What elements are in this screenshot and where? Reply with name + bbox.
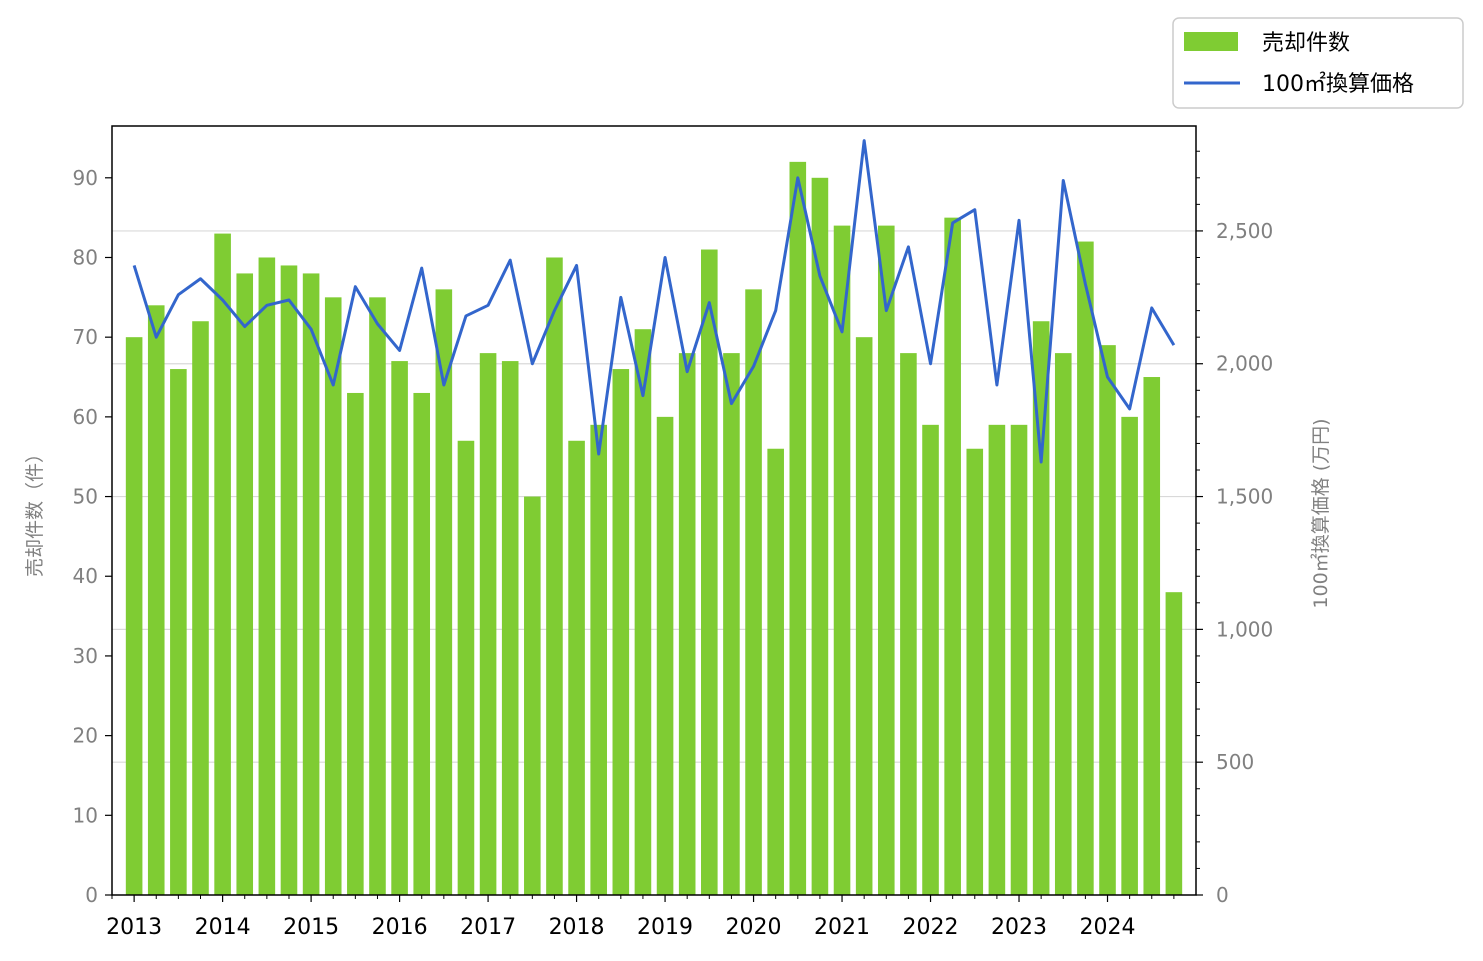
bar: [811, 177, 829, 896]
right-tick-label: 1,500: [1216, 485, 1273, 509]
bar: [966, 448, 984, 895]
bar: [192, 321, 209, 895]
bar: [479, 353, 497, 895]
x-tick-label: 2021: [814, 915, 870, 940]
legend: 売却件数 100㎡換算価格: [1172, 17, 1464, 109]
bar: [1165, 592, 1183, 895]
bar-series: [125, 161, 1183, 896]
bar: [170, 369, 187, 895]
bar: [1010, 424, 1028, 895]
bar: [767, 448, 784, 895]
bar: [236, 273, 254, 895]
bar: [147, 305, 165, 895]
legend-swatch-bars: [1184, 32, 1238, 51]
bar: [855, 337, 873, 896]
bar: [214, 233, 231, 895]
right-tick-label: 500: [1216, 750, 1254, 774]
bar: [347, 392, 364, 895]
bar: [546, 257, 563, 895]
bar: [701, 249, 718, 895]
legend-label-line: 100㎡換算価格: [1262, 71, 1414, 97]
bar: [369, 297, 386, 895]
bar: [280, 265, 298, 896]
left-tick-label: 10: [73, 803, 98, 827]
bar: [568, 440, 585, 895]
left-tick-label: 30: [73, 644, 98, 668]
bar: [1121, 416, 1138, 895]
bar: [678, 353, 696, 895]
right-tick-label: 0: [1216, 883, 1229, 907]
x-tick-label: 2017: [460, 915, 516, 940]
right-axis: 0 500 1,000 1,500 2,000 2,500: [1196, 150, 1273, 907]
bar: [501, 361, 519, 896]
bar: [524, 496, 541, 895]
bar: [391, 361, 408, 896]
left-tick-label: 70: [73, 325, 98, 349]
bar: [944, 217, 961, 896]
x-tick-label: 2020: [726, 915, 782, 940]
x-tick-label: 2019: [637, 915, 693, 940]
left-tick-label: 50: [73, 485, 98, 509]
bar: [833, 225, 851, 896]
bar: [900, 353, 917, 895]
legend-box: [1172, 17, 1464, 109]
x-axis: 2013 2014 2015 2016 2017 2018 2019 2020 2021 2022…: [106, 895, 1175, 940]
bar: [1143, 377, 1161, 895]
bar: [634, 329, 652, 895]
legend-label-bars: 売却件数: [1262, 31, 1350, 56]
left-tick-label: 60: [73, 405, 98, 429]
bar: [125, 337, 143, 896]
bar: [789, 161, 807, 895]
bar: [922, 424, 939, 895]
bar: [723, 353, 740, 895]
bar: [1077, 241, 1094, 896]
left-axis: 0 10 20 30 40 50 60 70 80 90: [73, 166, 112, 907]
left-tick-label: 40: [73, 564, 98, 588]
bar: [1099, 345, 1116, 895]
x-tick-label: 2018: [549, 915, 605, 940]
right-tick-label: 1,000: [1216, 617, 1273, 641]
left-tick-label: 20: [73, 724, 98, 748]
bar: [612, 369, 630, 895]
bar: [1032, 321, 1050, 895]
line-series: [132, 139, 1176, 464]
left-tick-label: 90: [73, 166, 98, 190]
bar: [877, 225, 895, 896]
x-tick-label: 2022: [903, 915, 959, 940]
bar: [324, 297, 342, 895]
left-tick-label: 0: [85, 883, 98, 907]
bar: [258, 257, 276, 895]
bar: [302, 273, 320, 895]
x-tick-label: 2023: [991, 915, 1047, 940]
bar: [413, 392, 431, 895]
x-tick-label: 2016: [372, 915, 428, 940]
bar: [1054, 353, 1072, 895]
bar: [988, 424, 1006, 895]
right-tick-label: 2,500: [1216, 219, 1273, 243]
bar: [435, 289, 453, 896]
bar: [457, 440, 475, 895]
bar: [745, 289, 762, 896]
right-tick-label: 2,000: [1216, 352, 1273, 376]
y-axis-label-left: 売却件数（件）: [24, 444, 46, 577]
y-axis-label-right: 100㎡換算価格 (万円): [1309, 418, 1332, 608]
x-tick-label: 2024: [1080, 915, 1136, 940]
plot-frame: [111, 125, 1197, 896]
x-tick-label: 2014: [195, 915, 251, 940]
left-tick-label: 80: [73, 245, 98, 269]
x-tick-label: 2013: [106, 915, 162, 940]
x-tick-label: 2015: [283, 915, 339, 940]
bar: [590, 424, 607, 895]
price-line: [132, 139, 1176, 464]
bar: [656, 416, 674, 895]
